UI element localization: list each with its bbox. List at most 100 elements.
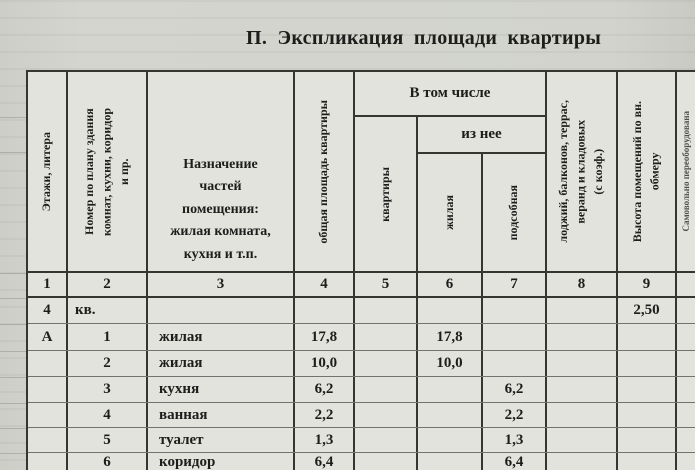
cell-unauthorized xyxy=(677,324,693,350)
cell-total-area: 2,2 xyxy=(295,403,355,427)
cell-litera xyxy=(28,453,68,470)
cell-unauthorized xyxy=(677,298,693,323)
column-number-cell: 1 xyxy=(28,273,68,296)
scan-artifact-line xyxy=(0,117,26,118)
cell-litera xyxy=(28,428,68,452)
cell-height xyxy=(618,324,677,350)
scan-artifact-line xyxy=(0,273,26,274)
header-total-area: общая площадь квартиры xyxy=(295,72,355,273)
header-loggias-balconies-label: лоджий, балконов, террас, веранд и кладо… xyxy=(556,100,606,243)
cell-height: 2,50 xyxy=(618,298,677,323)
column-number-cell: 5 xyxy=(355,273,418,296)
cell-plan-number: кв. xyxy=(68,298,148,323)
header-total-area-label: общая площадь квартиры xyxy=(316,99,331,244)
cell-apartment-area xyxy=(355,351,418,376)
header-group-of-which-label: из нее xyxy=(461,126,502,142)
cell-living-area xyxy=(418,403,483,427)
cell-plan-number: 6 xyxy=(68,453,148,470)
header-plan-number: Номер по плану здания комнат, кухни, кор… xyxy=(68,72,148,273)
column-number-cell: 9 xyxy=(618,273,677,296)
cell-total-area: 6,2 xyxy=(295,377,355,402)
table-row: А 1 жилая 17,8 17,8 xyxy=(28,324,695,351)
cell-height xyxy=(618,428,677,452)
cell-plan-number: 4 xyxy=(68,403,148,427)
header-room-height: Высота помещений по вн. обмеру xyxy=(618,72,677,273)
column-number-cell: 3 xyxy=(148,273,295,296)
table-header: Этажи, литера Номер по плану здания комн… xyxy=(28,72,695,273)
header-room-height-label: Высота помещений по вн. обмеру xyxy=(630,100,662,243)
cell-auxiliary-area: 1,3 xyxy=(483,428,547,452)
column-number-cell: 8 xyxy=(547,273,618,296)
cell-loggias xyxy=(547,298,618,323)
column-number-cell: 2 xyxy=(68,273,148,296)
cell-living-area xyxy=(418,298,483,323)
column-number-cell: 6 xyxy=(418,273,483,296)
cell-litera xyxy=(28,351,68,376)
cell-purpose xyxy=(148,298,295,323)
header-auxiliary-area-label: подсобная xyxy=(506,184,521,241)
cell-apartment-area xyxy=(355,403,418,427)
cell-litera xyxy=(28,403,68,427)
cell-purpose: коридор xyxy=(148,453,295,470)
cell-height xyxy=(618,351,677,376)
cell-purpose: туалет xyxy=(148,428,295,452)
header-group-including: В том числе xyxy=(355,72,547,117)
header-living-area-label: жилая xyxy=(441,195,456,230)
cell-living-area xyxy=(418,428,483,452)
cell-total-area xyxy=(295,298,355,323)
scan-artifact-line xyxy=(0,453,26,454)
table-row: 2 жилая 10,0 10,0 xyxy=(28,351,695,377)
cell-total-area: 1,3 xyxy=(295,428,355,452)
cell-loggias xyxy=(547,377,618,402)
cell-plan-number: 1 xyxy=(68,324,148,350)
cell-apartment-area xyxy=(355,428,418,452)
header-room-purpose-label: Назначение частей помещения: жилая комна… xyxy=(170,157,271,262)
cell-height xyxy=(618,453,677,470)
cell-apartment-area xyxy=(355,324,418,350)
table-row: 4 кв. 2,50 xyxy=(28,298,695,324)
table-row: 6 коридор 6,4 6,4 xyxy=(28,453,695,470)
header-apartments-label: квартиры xyxy=(377,166,392,222)
cell-apartment-area xyxy=(355,377,418,402)
page-title: П. Экспликация площади квартиры xyxy=(246,27,602,49)
cell-living-area xyxy=(418,377,483,402)
explication-table: Этажи, литера Номер по плану здания комн… xyxy=(26,70,695,470)
header-living-area: жилая xyxy=(418,154,483,273)
column-number-cell xyxy=(677,273,693,296)
cell-total-area: 10,0 xyxy=(295,351,355,376)
header-unauthorized: Самовольно переоборудована xyxy=(677,72,695,273)
column-numbers-row: 1 2 3 4 5 6 7 8 9 xyxy=(28,273,695,298)
cell-loggias xyxy=(547,403,618,427)
header-floors-litera: Этажи, литера xyxy=(28,72,68,273)
cell-loggias xyxy=(547,428,618,452)
cell-auxiliary-area xyxy=(483,298,547,323)
header-unauthorized-label: Самовольно переоборудована xyxy=(680,111,691,232)
table-row: 3 кухня 6,2 6,2 xyxy=(28,377,695,403)
header-floors-litera-label: Этажи, литера xyxy=(39,131,54,212)
cell-apartment-area xyxy=(355,453,418,470)
cell-plan-number: 3 xyxy=(68,377,148,402)
cell-unauthorized xyxy=(677,377,693,402)
scan-artifact-line xyxy=(0,377,26,378)
cell-litera xyxy=(28,377,68,402)
scan-artifact-line xyxy=(0,324,26,325)
scan-artifact-line xyxy=(0,298,26,299)
cell-plan-number: 2 xyxy=(68,351,148,376)
cell-unauthorized xyxy=(677,453,693,470)
cell-loggias xyxy=(547,324,618,350)
cell-plan-number: 5 xyxy=(68,428,148,452)
cell-loggias xyxy=(547,351,618,376)
cell-auxiliary-area: 2,2 xyxy=(483,403,547,427)
cell-auxiliary-area xyxy=(483,351,547,376)
header-plan-number-label: Номер по плану здания комнат, кухни, кор… xyxy=(81,107,131,236)
cell-litera: А xyxy=(28,324,68,350)
cell-living-area: 10,0 xyxy=(418,351,483,376)
cell-purpose: жилая xyxy=(148,324,295,350)
cell-total-area: 17,8 xyxy=(295,324,355,350)
table-row: 4 ванная 2,2 2,2 xyxy=(28,403,695,428)
header-group-including-label: В том числе xyxy=(409,85,491,101)
header-loggias-balconies: лоджий, балконов, террас, веранд и кладо… xyxy=(547,72,618,273)
cell-height xyxy=(618,403,677,427)
header-apartments: квартиры xyxy=(355,117,418,273)
